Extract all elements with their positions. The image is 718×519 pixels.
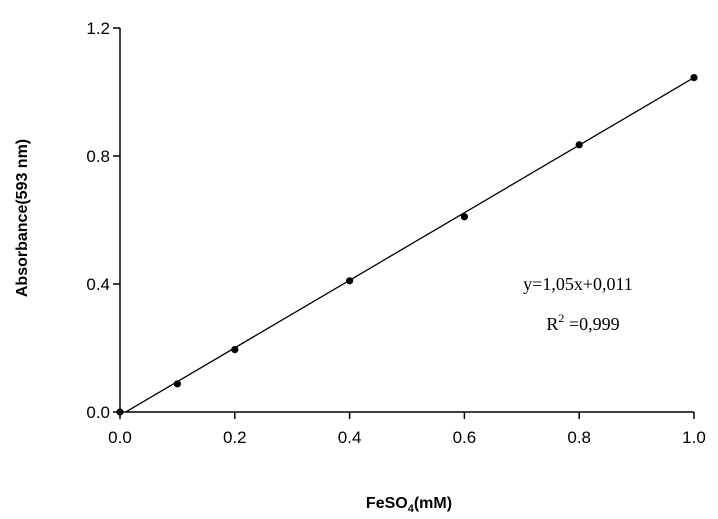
x-tick-label-2: 0.4 bbox=[338, 428, 362, 447]
x-axis-label: FeSO4(mM) bbox=[366, 495, 452, 515]
x-tick-label-1: 0.2 bbox=[223, 428, 247, 447]
y-tick-label-0: 0.0 bbox=[86, 403, 110, 422]
data-point-1 bbox=[173, 380, 181, 388]
data-points bbox=[116, 74, 698, 416]
x-tick-label-4: 0.8 bbox=[567, 428, 591, 447]
data-point-2 bbox=[231, 346, 239, 354]
y-tick-label-1: 0.4 bbox=[86, 275, 110, 294]
data-point-4 bbox=[460, 213, 468, 221]
x-tick-label-3: 0.6 bbox=[453, 428, 477, 447]
y-tick-label-2: 0.8 bbox=[86, 147, 110, 166]
r-squared-label: R2 =0,999 bbox=[546, 311, 619, 334]
data-point-5 bbox=[575, 141, 583, 149]
x-tick-label-0: 0.0 bbox=[108, 428, 132, 447]
y-tick-label-3: 1.2 bbox=[86, 19, 110, 38]
equation-label: y=1,05x+0,011 bbox=[523, 274, 633, 294]
data-point-0 bbox=[116, 408, 124, 416]
fit-line bbox=[125, 77, 695, 413]
y-axis-label: Absorbance(593 nm) bbox=[14, 139, 31, 297]
axes bbox=[119, 28, 694, 413]
data-point-3 bbox=[346, 277, 354, 285]
x-ticks: 0.0 0.2 0.4 0.6 0.8 1.0 bbox=[108, 412, 706, 447]
y-ticks: 0.0 0.4 0.8 1.2 bbox=[86, 19, 120, 422]
x-tick-label-5: 1.0 bbox=[682, 428, 706, 447]
data-point-6 bbox=[690, 74, 698, 82]
